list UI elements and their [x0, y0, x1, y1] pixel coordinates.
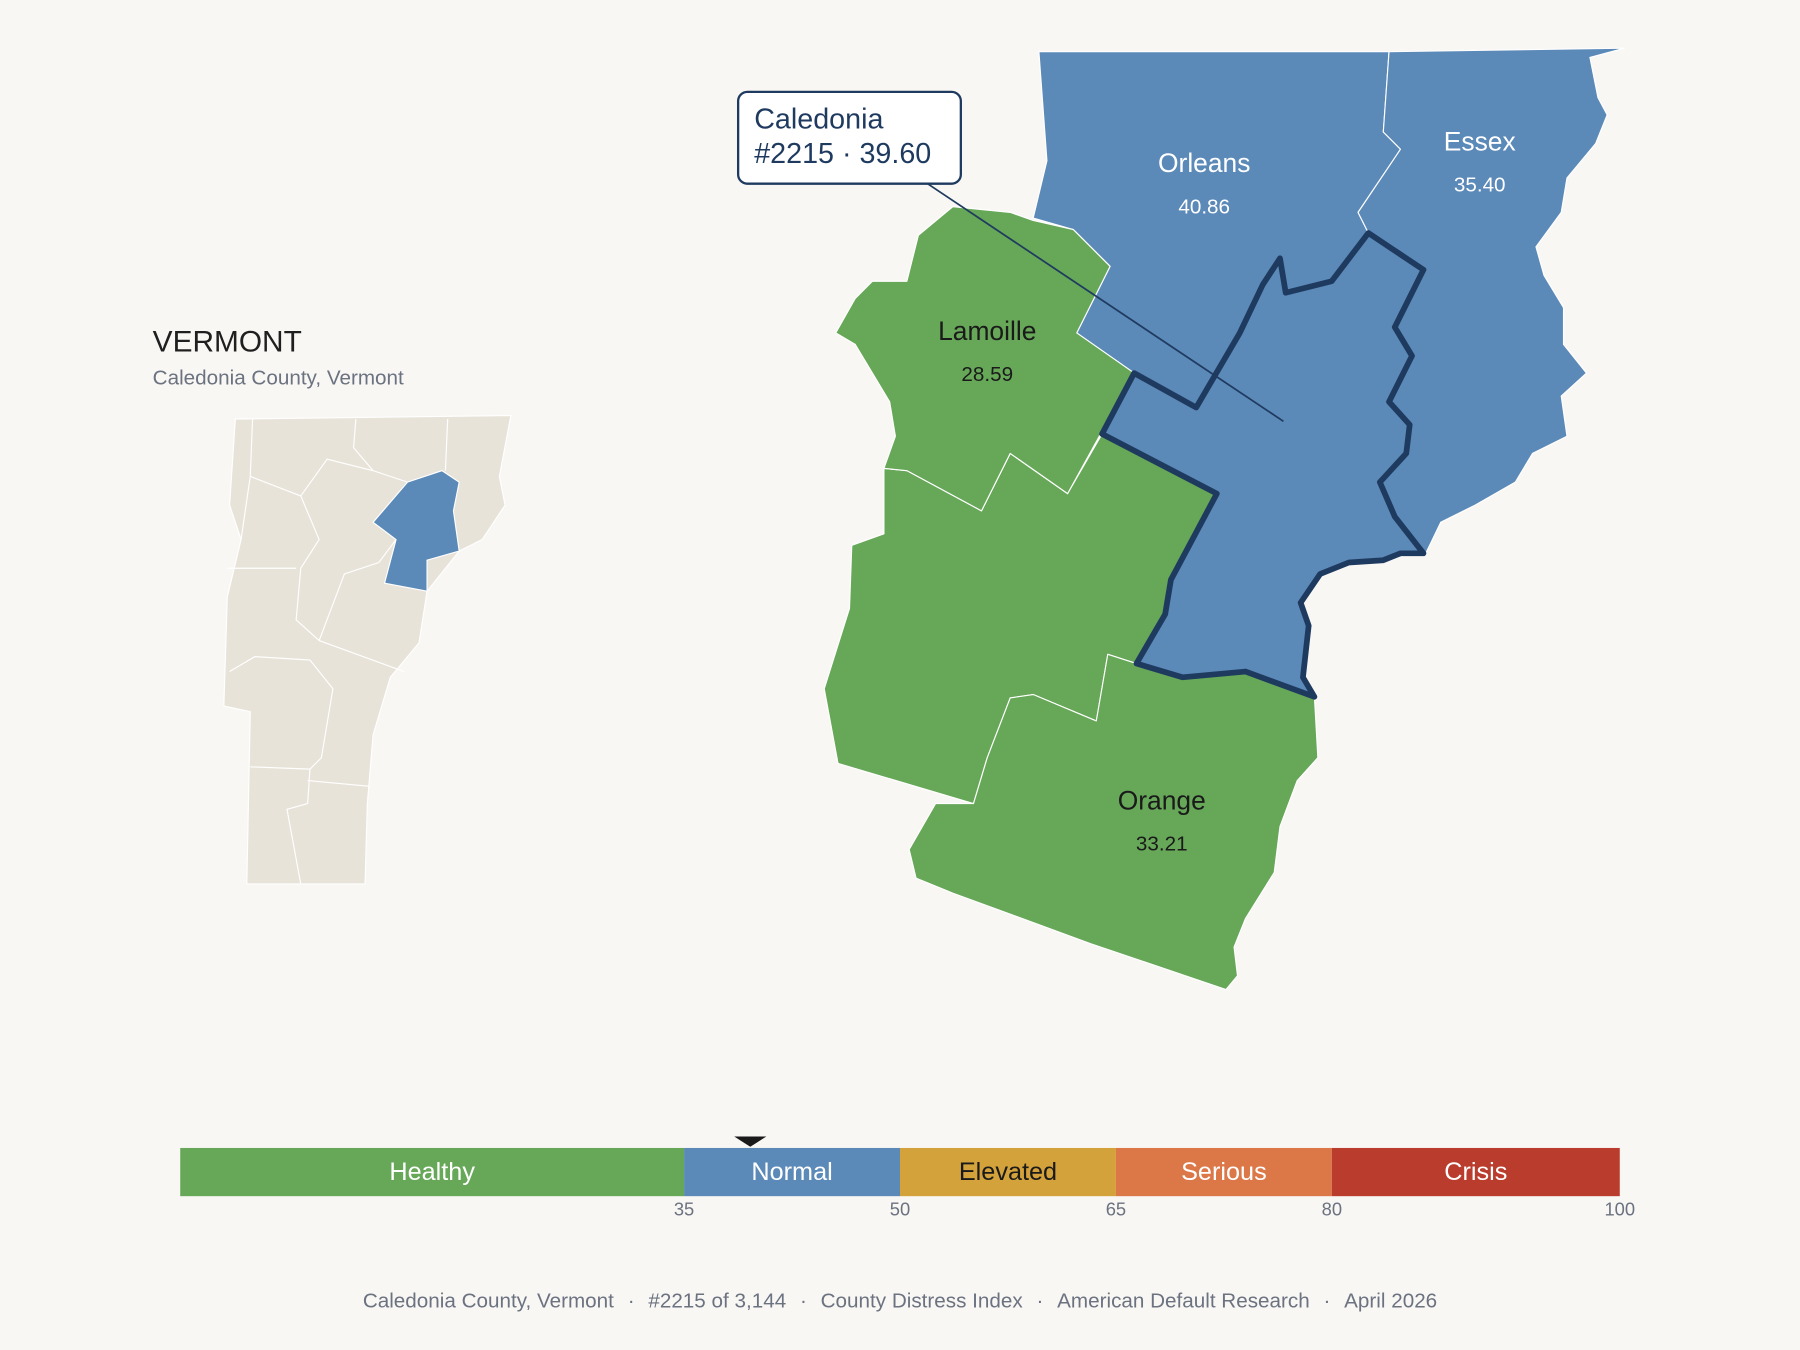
county-shape — [835, 206, 1135, 512]
scale-band-label: Crisis — [1444, 1158, 1507, 1186]
scale-band-label: Healthy — [389, 1158, 475, 1186]
scale-band — [180, 1147, 685, 1197]
scale-band — [684, 1147, 900, 1197]
callout-box — [736, 90, 962, 185]
county-value: 33.21 — [1136, 833, 1188, 856]
county-value: 40.86 — [1178, 196, 1230, 219]
scale-tick-label: 65 — [1106, 1199, 1126, 1220]
scale-band — [1331, 1147, 1620, 1197]
footer-separator: · — [1323, 1290, 1330, 1313]
footer-separator: · — [628, 1290, 635, 1313]
footer-item: April 2026 — [1344, 1290, 1437, 1313]
footer-separator: · — [800, 1290, 807, 1313]
inset-subtitle: Caledonia County, Vermont — [153, 367, 404, 390]
callout-name: Caledonia — [754, 104, 883, 136]
scale-tick-label: 35 — [674, 1199, 694, 1220]
inset-county-borders — [227, 418, 449, 885]
scale-band-label: Serious — [1181, 1158, 1267, 1186]
callout-leader — [927, 182, 1284, 423]
footer-item: Caledonia County, Vermont — [363, 1290, 614, 1313]
selected-county — [1099, 230, 1427, 700]
footer: Caledonia County, Vermont · #2215 of 3,144… — [363, 1290, 1437, 1313]
county-value: 28.59 — [961, 363, 1013, 386]
footer-item: County Distress Index — [821, 1290, 1024, 1313]
scale-band-label: Normal — [751, 1158, 832, 1186]
county-value: 35.40 — [1454, 174, 1506, 197]
scale-band — [900, 1147, 1116, 1197]
scale-bar: Healthy 35 Normal 50 Elevated 65 Serious 80 Cris… — [180, 1136, 1635, 1220]
footer-item: #2215 of 3,144 — [648, 1290, 786, 1313]
scale-band-label: Elevated — [959, 1158, 1057, 1186]
footer-separator: · — [1036, 1290, 1043, 1313]
scale-band — [1115, 1147, 1332, 1197]
state-outline — [223, 414, 512, 885]
inset-title: VERMONT — [153, 325, 302, 358]
footer-item: American Default Research — [1057, 1290, 1310, 1313]
score-marker — [734, 1136, 767, 1147]
scale-tick-label: 50 — [890, 1199, 910, 1220]
inset-selected-county — [372, 470, 460, 592]
county-name: Orleans — [1158, 148, 1250, 178]
scale-tick-label: 80 — [1322, 1199, 1342, 1220]
county-name: Lamoille — [938, 316, 1036, 346]
county-name: Orange — [1118, 785, 1206, 815]
county-shape — [908, 653, 1319, 991]
county-map — [823, 47, 1625, 991]
callout-detail: #2215 · 39.60 — [754, 138, 931, 170]
scale-tick-label: 100 — [1604, 1199, 1635, 1220]
county-name: Essex — [1444, 126, 1516, 156]
